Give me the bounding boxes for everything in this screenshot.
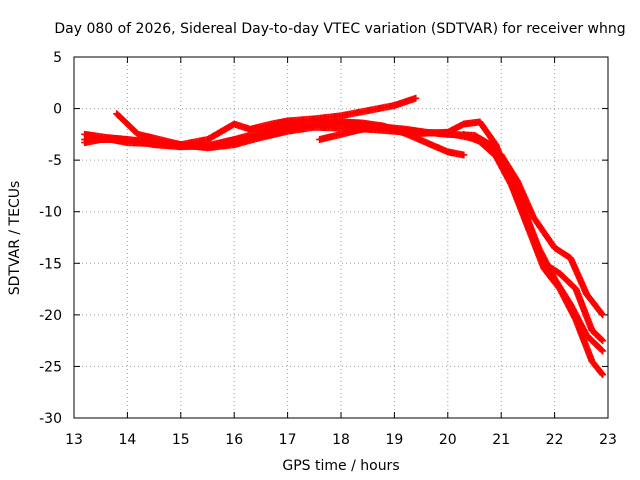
x-tick-label: 21 — [492, 432, 510, 448]
x-tick-label: 22 — [546, 432, 564, 448]
y-axis-label: SDTVAR / TECUs — [7, 181, 23, 296]
x-tick-label: 23 — [599, 432, 617, 448]
x-tick-label: 13 — [65, 432, 83, 448]
x-tick-label: 16 — [225, 432, 243, 448]
plot-frame — [73, 56, 609, 419]
x-tick-label: 18 — [332, 432, 350, 448]
data-point — [599, 347, 607, 355]
y-tick-label: -5 — [48, 153, 62, 169]
data-point — [598, 346, 606, 354]
y-tick-label: -25 — [39, 359, 62, 375]
x-tick-labels: 13 14 15 16 17 18 19 20 21 22 23 — [65, 432, 617, 448]
y-tick-label: 5 — [53, 50, 62, 66]
x-tick-label: 14 — [118, 432, 136, 448]
y-tick-label: -30 — [39, 411, 62, 427]
y-tick-label: -10 — [39, 205, 62, 221]
x-tick-label: 17 — [279, 432, 297, 448]
series-track-e — [316, 123, 607, 355]
x-tick-label: 15 — [172, 432, 190, 448]
data-point — [412, 94, 420, 102]
x-tick-label: 20 — [439, 432, 457, 448]
data-point — [599, 371, 607, 379]
data-marks — [81, 94, 607, 379]
data-point — [598, 336, 606, 344]
y-tick-labels: 5 0 -5 -10 -15 -20 -25 -30 — [39, 50, 62, 427]
grid — [74, 57, 608, 418]
y-tick-label: 0 — [53, 102, 62, 118]
data-point — [598, 310, 606, 318]
x-axis-label: GPS time / hours — [282, 458, 399, 474]
series-track-f — [460, 130, 607, 379]
y-tick-label: -20 — [39, 308, 62, 324]
y-tick-label: -15 — [39, 256, 62, 272]
data-point — [598, 369, 606, 377]
data-point — [599, 311, 607, 319]
series-track-d — [81, 118, 468, 159]
chart-title: Day 080 of 2026, Sidereal Day-to-day VTE… — [54, 21, 625, 37]
data-point — [460, 151, 468, 159]
data-point — [599, 337, 607, 345]
x-tick-label: 19 — [385, 432, 403, 448]
